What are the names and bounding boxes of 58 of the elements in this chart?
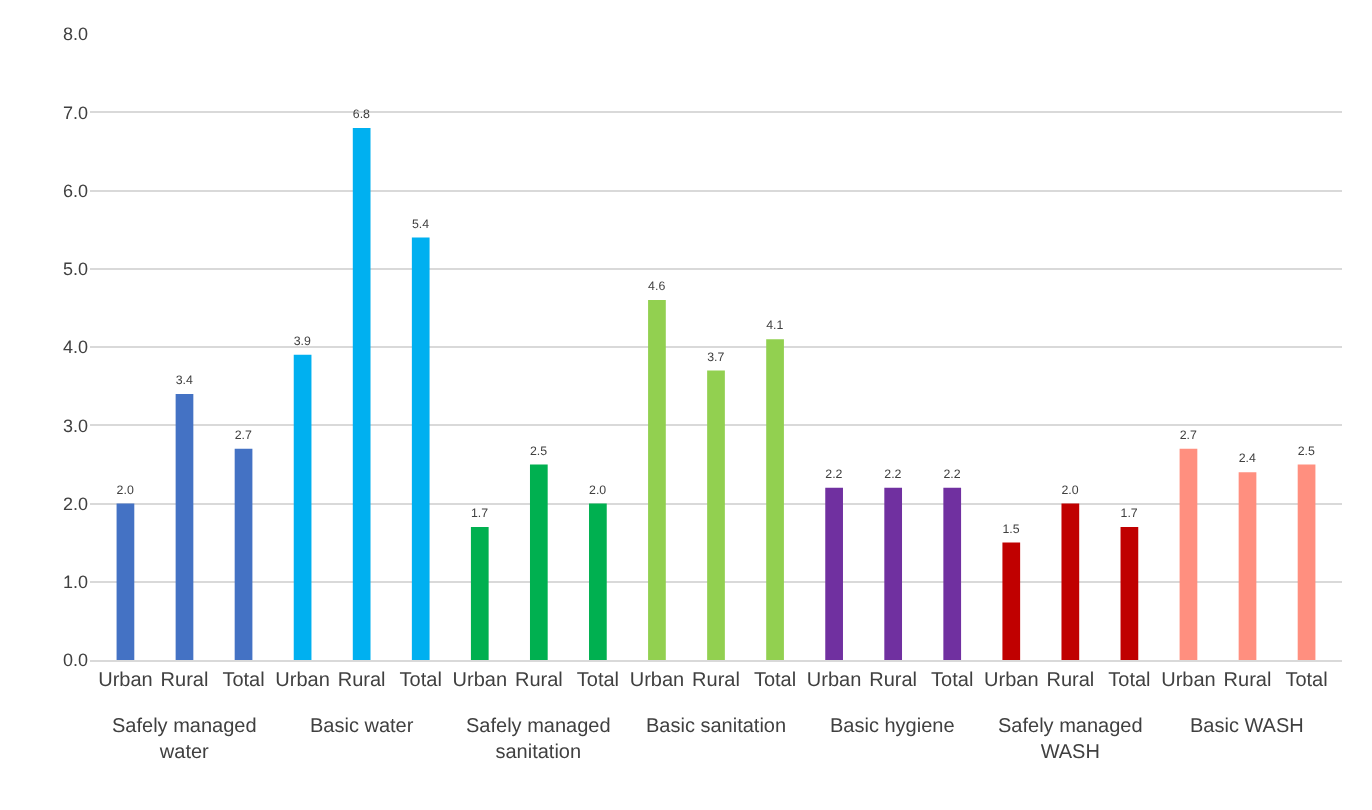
x-tick-label: Total (753, 670, 797, 692)
bar (825, 487, 843, 660)
y-tick-label: 5.0 (62, 259, 88, 280)
text: Basic WASH (1190, 716, 1304, 738)
x-tick-label: Rural (1046, 670, 1095, 692)
y-tick-label: 0.0 (62, 650, 88, 671)
x-tick-label: Total (222, 670, 265, 692)
y-tick-label: 8.0 (62, 24, 88, 45)
bar (293, 354, 312, 660)
text: Basic sanitation (646, 716, 787, 738)
bar (529, 464, 548, 660)
text: Safely managed water (112, 716, 257, 764)
x-tick-label: Urban (629, 670, 685, 692)
bar (352, 127, 371, 660)
text: Basic water (310, 716, 415, 738)
bar (589, 503, 607, 660)
bar (884, 487, 903, 660)
bar (1120, 526, 1139, 660)
x-tick-label: Rural (869, 670, 918, 692)
bar (1238, 472, 1257, 660)
bar (766, 339, 784, 660)
y-tick-label: 2.0 (62, 493, 88, 514)
text: Safely managed sanitation (466, 716, 611, 764)
x-tick-label: Urban (1161, 670, 1216, 692)
x-tick-label: Rural (514, 670, 563, 692)
y-tick-label: 3.0 (62, 415, 88, 436)
x-tick-label: Rural (337, 670, 386, 692)
x-tick-label: Urban (984, 670, 1039, 692)
bar (411, 237, 430, 660)
x-tick-label: Urban (452, 670, 508, 692)
x-tick-label: Total (399, 670, 442, 692)
x-tick-label: Total (1108, 670, 1151, 692)
bar (234, 448, 253, 660)
x-tick-label: Urban (806, 670, 862, 692)
x-tick-label: Total (576, 670, 620, 692)
bar (648, 300, 666, 660)
x-tick-label: Total (1285, 670, 1328, 692)
text: Basic hygiene (830, 716, 956, 738)
bar (470, 526, 489, 660)
y-tick-label: 1.0 (62, 572, 88, 593)
bar (1002, 542, 1021, 660)
bar (707, 370, 725, 660)
y-tick-label: 7.0 (62, 102, 88, 123)
x-tick-label: Urban (275, 670, 330, 692)
x-tick-label: Rural (692, 670, 740, 692)
bar (1179, 448, 1198, 660)
x-tick-label: Rural (1223, 670, 1272, 692)
text: Safely managed WASH (998, 716, 1143, 764)
bar (943, 487, 962, 660)
y-tick-label: 6.0 (62, 180, 88, 201)
bar (116, 503, 135, 660)
bar (175, 393, 194, 660)
x-tick-label: Rural (160, 670, 209, 692)
bar (1297, 464, 1316, 660)
bar (1061, 503, 1080, 660)
x-tick-label: Urban (98, 670, 153, 692)
y-tick-label: 4.0 (62, 337, 88, 358)
x-tick-label: Total (931, 670, 974, 692)
